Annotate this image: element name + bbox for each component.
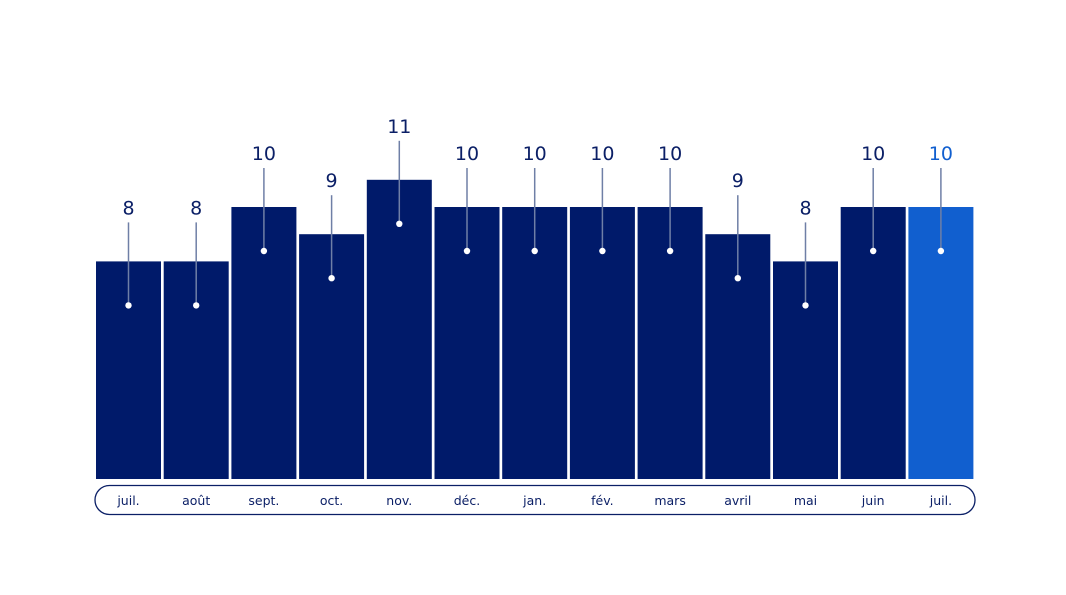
tick-label-5: nov. — [386, 493, 412, 508]
connector-dot-13 — [937, 247, 945, 255]
x-axis-pill — [94, 484, 976, 516]
value-label-11: 8 — [799, 197, 811, 219]
value-label-6: 10 — [455, 143, 479, 165]
connector-dot-10 — [734, 275, 741, 282]
tick-label-7: jan. — [522, 493, 546, 508]
value-label-13: 10 — [929, 143, 953, 165]
connector-dot-4 — [328, 275, 335, 282]
value-label-2: 8 — [190, 197, 202, 219]
value-label-10: 9 — [732, 170, 744, 192]
tick-label-1: juil. — [116, 493, 139, 508]
connector-dot-2 — [193, 302, 200, 309]
bars-layer — [96, 179, 974, 480]
connector-dot-7 — [531, 247, 538, 255]
tick-label-2: août — [182, 493, 210, 508]
value-label-9: 10 — [658, 143, 682, 165]
value-label-5: 11 — [387, 116, 411, 138]
connector-dot-3 — [260, 247, 268, 255]
tick-label-4: oct. — [320, 493, 343, 508]
value-label-4: 9 — [326, 170, 338, 192]
tick-label-3: sept. — [248, 493, 279, 508]
value-label-1: 8 — [122, 197, 134, 219]
value-labels-layer: 8 8 10 9 11 10 10 10 10 9 8 10 10 — [122, 116, 953, 220]
tick-label-9: mars — [654, 493, 686, 508]
connector-dot-8 — [599, 247, 606, 255]
connector-dot-6 — [463, 247, 471, 255]
value-label-8: 10 — [590, 143, 614, 165]
tick-label-12: juin — [861, 493, 885, 508]
tick-label-6: déc. — [454, 493, 480, 508]
connector-dot-11 — [802, 302, 809, 309]
tick-label-11: mai — [794, 493, 817, 508]
connector-dot-5 — [396, 220, 403, 227]
value-label-7: 10 — [523, 143, 547, 165]
connector-dot-12 — [870, 247, 877, 255]
connector-dot-1 — [125, 302, 132, 309]
connector-dot-9 — [666, 247, 674, 255]
value-label-12: 10 — [861, 143, 885, 165]
tick-label-10: avril — [724, 493, 751, 508]
bar-5 — [366, 179, 432, 480]
tick-label-13: juil. — [929, 493, 952, 508]
tick-label-8: fév. — [591, 493, 614, 508]
connectors-layer — [125, 140, 945, 309]
x-axis-tick-labels: juil. août sept. oct. nov. déc. jan. fév. mars av… — [116, 493, 952, 508]
value-label-3: 10 — [252, 143, 276, 165]
